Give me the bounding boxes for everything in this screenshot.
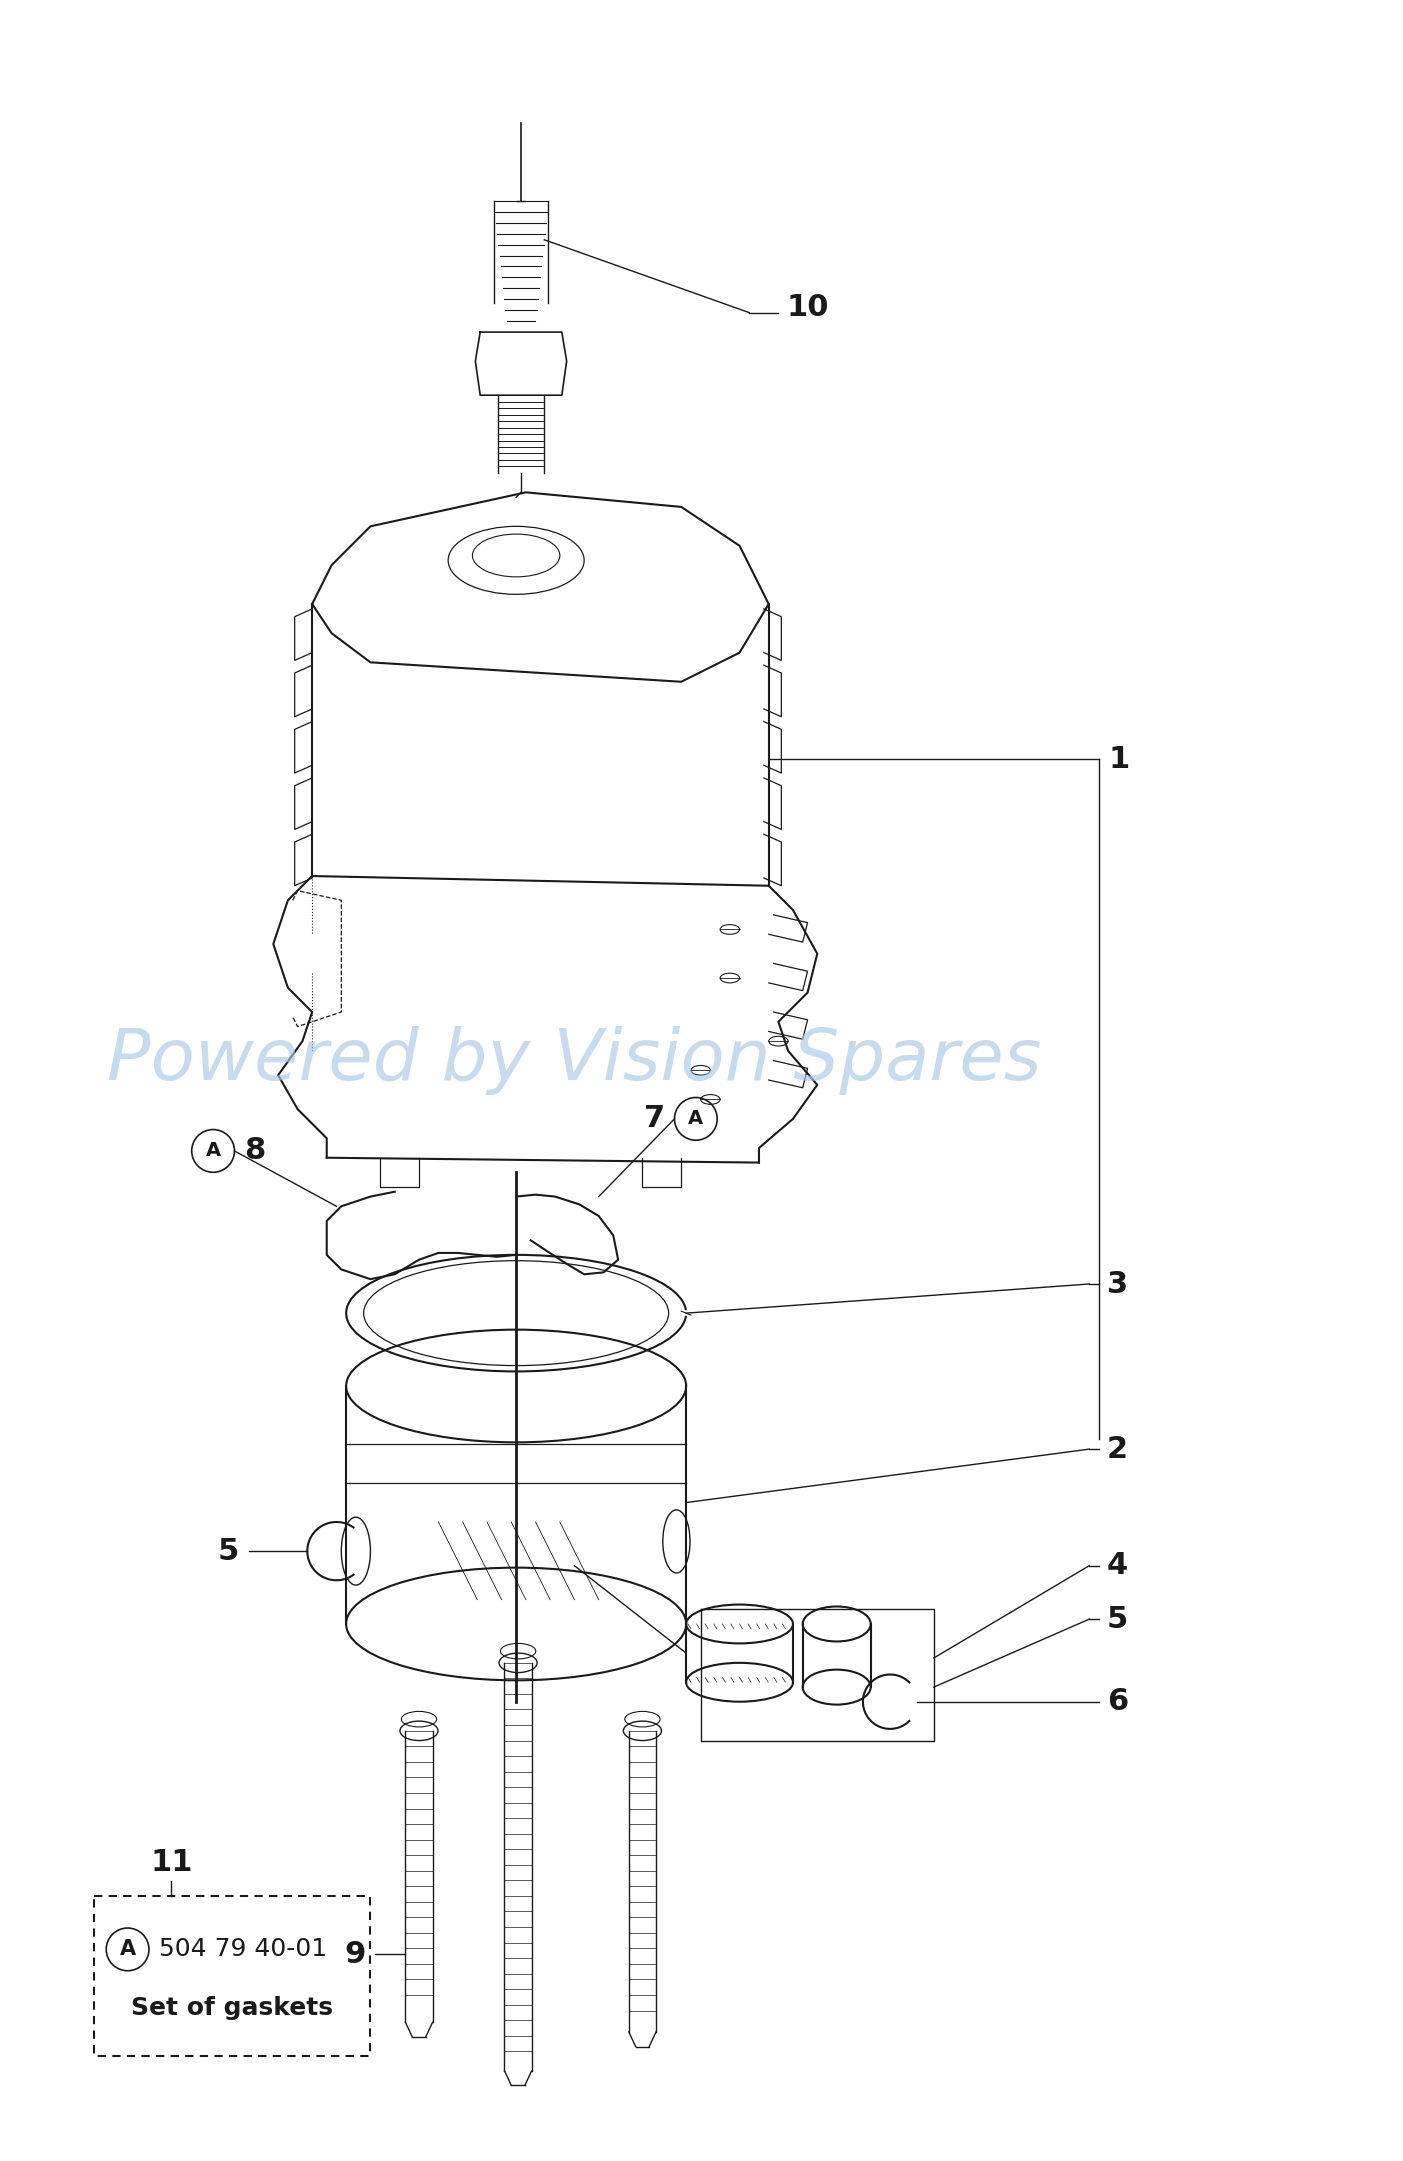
Text: 10: 10: [786, 294, 829, 322]
Text: A: A: [689, 1109, 703, 1128]
Text: 5: 5: [217, 1536, 240, 1565]
Text: 9: 9: [344, 1941, 366, 1969]
Text: A: A: [205, 1141, 220, 1160]
Text: 5: 5: [1107, 1606, 1128, 1634]
Text: 504 79 40-01: 504 79 40-01: [159, 1938, 327, 1962]
Text: 6: 6: [1107, 1688, 1128, 1716]
Ellipse shape: [400, 1720, 438, 1740]
Text: 1: 1: [1108, 746, 1129, 774]
Text: Powered by Vision Spares: Powered by Vision Spares: [107, 1026, 1041, 1096]
Text: Set of gaskets: Set of gaskets: [130, 1995, 333, 2021]
Text: 8: 8: [244, 1137, 265, 1165]
Text: 11: 11: [150, 1848, 192, 1876]
Text: 3: 3: [1107, 1269, 1128, 1299]
Text: A: A: [119, 1938, 136, 1960]
Text: 2: 2: [1107, 1435, 1128, 1463]
Text: 7: 7: [644, 1104, 665, 1132]
Ellipse shape: [623, 1720, 661, 1740]
Ellipse shape: [499, 1653, 537, 1673]
Text: 4: 4: [1107, 1552, 1128, 1580]
